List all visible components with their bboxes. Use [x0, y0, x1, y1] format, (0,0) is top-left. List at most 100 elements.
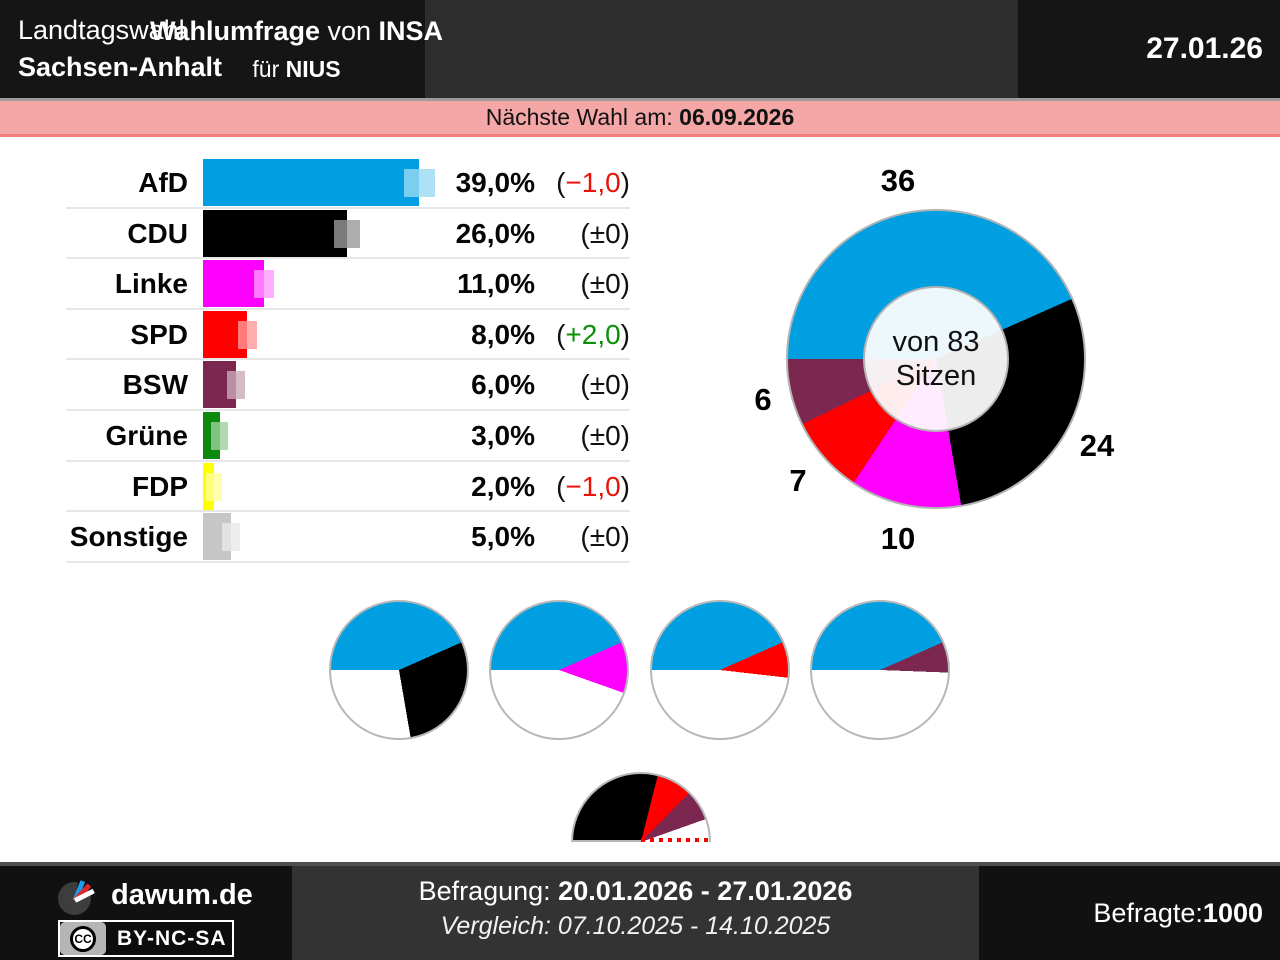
party-bar — [203, 462, 223, 510]
election-title: Landtagswahl Sachsen-Anhalt — [18, 12, 222, 86]
party-bar — [203, 260, 275, 308]
coalition-pie-afd-spd — [650, 600, 790, 740]
party-change: (±0) — [536, 209, 630, 257]
change-paren-close: ) — [620, 318, 630, 350]
poll-client-line: für NIUS — [0, 56, 593, 83]
survey-period: 20.01.2026 - 27.01.2026 — [558, 876, 853, 906]
half-pie-chart — [571, 772, 711, 842]
election-type: Landtagswahl — [18, 15, 185, 45]
party-row: Linke 11,0% (±0) — [66, 259, 630, 310]
seats-donut-center: von 83 Sitzen — [863, 286, 1009, 432]
seat-count-label: 10 — [880, 521, 916, 556]
previous-value-marker — [334, 219, 361, 248]
previous-value-marker — [403, 169, 436, 197]
next-election-banner: Nächste Wahl am: 06.09.2026 — [0, 98, 1280, 137]
coalition-pie-afd-bsw — [810, 600, 950, 740]
party-value: 39,0% — [455, 167, 535, 198]
party-change: (+2,0) — [536, 310, 630, 358]
change-paren-open: ( — [556, 167, 566, 198]
poll-bar-chart: AfD 39,0% (−1,0) CDU 26,0% (±0) Linke 11,0% (±0)… — [66, 158, 630, 563]
party-label: CDU — [127, 217, 188, 249]
half-pie-clip — [571, 772, 711, 842]
party-change: (±0) — [536, 259, 630, 307]
party-row: CDU 26,0% (±0) — [66, 209, 630, 260]
respondents-label: Befragte: — [1093, 897, 1203, 928]
change-value: ±0 — [589, 521, 621, 553]
coalition-pie-afd-cdu — [329, 600, 469, 740]
change-value: −1,0 — [565, 470, 621, 502]
next-election-date: 06.09.2026 — [679, 104, 795, 130]
previous-value-marker — [227, 371, 246, 400]
change-value: −1,0 — [565, 167, 621, 198]
change-paren-close: ) — [620, 470, 630, 502]
previous-value-marker — [211, 421, 229, 450]
party-change: (±0) — [536, 512, 630, 560]
change-value: ±0 — [589, 369, 621, 401]
party-row: Grüne 3,0% (±0) — [66, 411, 630, 462]
seat-count-label: 6 — [754, 382, 772, 417]
change-value: ±0 — [589, 419, 621, 451]
party-value: 11,0% — [457, 268, 535, 300]
poll-source-line: Wahlumfrage von INSA — [0, 16, 593, 47]
party-label: Linke — [114, 268, 188, 300]
party-row: Sonstige 5,0% (±0) — [66, 512, 630, 563]
change-paren-close: ) — [620, 521, 630, 553]
respondents-section: Befragte: 1000 — [979, 866, 1280, 960]
party-row: BSW 6,0% (±0) — [66, 360, 630, 411]
party-bar — [203, 513, 240, 561]
poll-client: NIUS — [285, 56, 341, 82]
party-bar — [203, 310, 257, 358]
party-value: 6,0% — [471, 369, 535, 401]
survey-label: Befragung: — [418, 876, 559, 906]
coalition-pie-afd-linke — [489, 600, 629, 740]
change-paren-open: ( — [556, 318, 566, 350]
party-bar — [203, 209, 361, 257]
poll-institute: INSA — [378, 16, 444, 46]
party-label: AfD — [138, 167, 188, 198]
party-value: 5,0% — [471, 521, 535, 553]
seat-count-label: 24 — [1079, 428, 1115, 463]
survey-period-line: Befragung: 20.01.2026 - 27.01.2026 — [292, 876, 979, 907]
change-paren-close: ) — [620, 167, 630, 198]
party-bar — [203, 361, 246, 409]
party-label: Sonstige — [69, 521, 188, 553]
change-paren-open: ( — [580, 217, 590, 249]
next-election-label: Nächste Wahl am: — [485, 104, 680, 130]
party-label: FDP — [132, 470, 188, 502]
footer-bar: dawum.de CC BY-NC-SA Befragung: 20.01.20… — [0, 862, 1280, 960]
party-change: (−1,0) — [536, 462, 630, 510]
dawum-logo-icon — [58, 874, 102, 916]
seats-donut-chart: von 83 Sitzen 36 24 10 7 6 — [754, 163, 1114, 556]
half-pie-baseline — [572, 840, 642, 842]
survey-info: Befragung: 20.01.2026 - 27.01.2026 Vergl… — [292, 866, 979, 960]
cc-icon: CC — [70, 925, 96, 952]
change-value: +2,0 — [565, 318, 621, 350]
previous-value-marker — [253, 270, 275, 299]
party-bar — [203, 159, 436, 206]
license-badge: CC BY-NC-SA — [58, 920, 234, 957]
poll-source-sep: von — [319, 16, 379, 46]
election-region: Sachsen-Anhalt — [18, 52, 223, 82]
change-paren-close: ) — [620, 419, 630, 451]
footer-brand-section: dawum.de CC BY-NC-SA — [0, 866, 292, 960]
brand-name: dawum.de — [111, 878, 253, 911]
seats-total-line1: von 83 — [892, 326, 980, 358]
poll-client-prefix: für — [252, 56, 286, 82]
party-bar — [203, 411, 229, 459]
change-value: ±0 — [589, 217, 621, 249]
party-label: Grüne — [105, 419, 188, 451]
previous-value-marker — [221, 523, 240, 552]
seats-donut-ring — [786, 209, 1086, 509]
party-row: SPD 8,0% (+2,0) — [66, 310, 630, 361]
seat-count-label: 7 — [789, 463, 807, 498]
party-row: FDP 2,0% (−1,0) — [66, 462, 630, 513]
party-change: (±0) — [536, 360, 630, 408]
change-paren-open: ( — [580, 521, 590, 553]
seat-count-label: 36 — [880, 163, 916, 198]
party-value: 3,0% — [471, 419, 535, 451]
previous-value-marker — [237, 320, 257, 349]
coalition-half-pie — [571, 772, 713, 844]
party-change: (±0) — [536, 411, 630, 459]
brand-row: dawum.de — [58, 874, 253, 916]
change-paren-open: ( — [580, 268, 590, 300]
